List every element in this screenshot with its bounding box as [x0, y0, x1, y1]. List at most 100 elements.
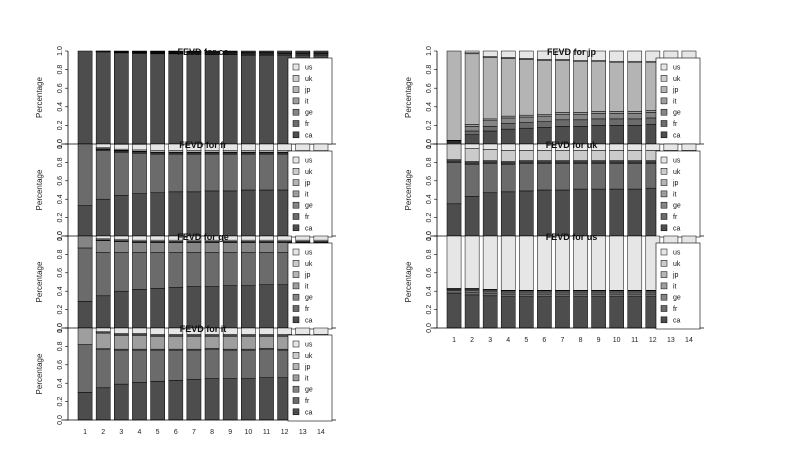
bar-segment-ca	[446, 203, 462, 237]
bar-segment-ca	[132, 53, 147, 145]
y-tick-label: 0.4	[57, 286, 64, 296]
bar-segment-jp	[537, 60, 552, 115]
legend-swatch-fr	[292, 397, 300, 404]
y-axis-label: Percentage	[35, 353, 44, 394]
bar-segment-ge	[168, 242, 184, 253]
x-tick-label: 12	[281, 429, 289, 436]
panel-title: FEVD for jp	[547, 47, 597, 57]
bar-segment-fr	[482, 163, 498, 194]
legend-label-ge: ge	[305, 110, 313, 117]
bar-segment-fr	[500, 123, 516, 130]
bar-segment-us	[627, 50, 643, 62]
bar-segment-fr	[627, 293, 643, 297]
bar-segment-ca	[259, 189, 274, 237]
bar-segment-us	[241, 327, 256, 335]
bar-segment-ca	[95, 198, 111, 237]
bar-segment-us	[114, 327, 129, 334]
legend-label-jp: jp	[672, 87, 679, 94]
y-tick-label: 0.6	[426, 176, 433, 186]
bar-segment-ca	[77, 392, 93, 421]
legend-swatch-ca	[660, 316, 668, 324]
bar-segment-us	[114, 235, 129, 240]
bar-segment-ca	[77, 205, 93, 237]
legend-label-ge: ge	[305, 387, 313, 394]
bar-segment-ca	[186, 191, 202, 237]
y-axis-label: Percentage	[35, 76, 44, 117]
legend-swatch-fr	[660, 213, 668, 220]
legend-swatch-ca	[292, 224, 300, 232]
bar-segment-us	[150, 235, 165, 241]
bar-segment-us	[627, 143, 643, 151]
y-tick-label: 0.4	[426, 194, 433, 204]
bar-segment-ca	[627, 296, 643, 329]
bar-segment-fr	[259, 348, 274, 378]
bar-segment-ca	[241, 378, 256, 421]
bar-segment-it	[186, 336, 202, 350]
y-tick-label: 0.8	[57, 341, 64, 351]
legend-swatch-ge	[292, 108, 300, 116]
legend-swatch-ca	[660, 224, 668, 232]
legend-label-ge: ge	[673, 203, 681, 210]
legend-label-fr: fr	[305, 398, 310, 405]
y-tick-label: 0.8	[426, 249, 433, 259]
bar-segment-ca	[186, 379, 202, 421]
bar-segment-it	[537, 113, 552, 117]
bar-segment-us	[95, 143, 111, 148]
y-tick-label: 0.0	[57, 415, 64, 425]
bar-segment-it	[555, 112, 570, 115]
bar-segment-it	[95, 332, 111, 349]
y-tick-label: 0.0	[426, 139, 433, 149]
bar-segment-fr	[537, 163, 552, 191]
legend-label-uk: uk	[305, 261, 313, 268]
legend-swatch-it	[292, 374, 300, 382]
bar-segment-jp	[519, 59, 534, 116]
bar-segment-ca	[222, 378, 238, 421]
bar-segment-ca	[519, 296, 534, 329]
bar-segment-jp	[482, 57, 498, 120]
bar-segment-fr	[627, 118, 643, 126]
legend-swatch-jp	[292, 179, 300, 186]
bar-segment-it	[241, 336, 256, 350]
legend-label-uk: uk	[673, 76, 681, 83]
bar-segment-fr	[204, 252, 220, 287]
bar-segment-ca	[609, 188, 624, 237]
legend-label-it: it	[673, 191, 677, 198]
bar-segment-ca	[168, 380, 184, 421]
bar-segment-us	[241, 235, 256, 241]
bar-segment-us	[537, 235, 552, 291]
bar-segment-us	[313, 143, 329, 151]
bar-segment-fr	[609, 163, 624, 190]
bar-segment-ca	[241, 54, 256, 145]
legend-swatch-ge	[292, 201, 300, 209]
bar-segment-it	[222, 336, 238, 350]
bar-segment-fr	[114, 252, 129, 292]
bar-segment-ca	[482, 130, 498, 145]
bar-segment-ca	[609, 125, 624, 145]
y-tick-label: 0.8	[426, 157, 433, 167]
bar-segment-ca	[150, 381, 165, 421]
bar-segment-fr	[186, 252, 202, 287]
bar-segment-fr	[241, 252, 256, 286]
legend-label-ge: ge	[305, 203, 313, 210]
y-tick-label: 0.0	[426, 231, 433, 241]
bar-segment-ge	[241, 242, 256, 253]
bar-segment-ge	[114, 241, 129, 253]
bar-segment-it	[259, 336, 274, 349]
legend-label-jp: jp	[672, 180, 679, 187]
bar-segment-fr	[241, 153, 256, 191]
bar-segment-fr	[77, 247, 93, 302]
legend-swatch-uk	[660, 260, 668, 267]
x-tick-label: 1	[83, 429, 87, 436]
bar-segment-ca	[464, 196, 480, 237]
bar-segment-us	[519, 143, 534, 151]
bar-segment-fr	[186, 349, 202, 380]
fevd-panel: 0.0 0.2 0.4 0.6 0.8 1.0 Percentage FEVD for it 1…	[35, 323, 336, 436]
x-tick-label: 3	[488, 337, 492, 344]
fevd-panel: 0.0 0.2 0.4 0.6 0.8 1.0 Percentage FEVD for ge u…	[35, 231, 336, 333]
bar-segment-jp	[591, 60, 606, 112]
bar-segment-ca	[204, 286, 220, 329]
bar-segment-us	[150, 143, 165, 151]
bar-segment-it	[77, 327, 93, 345]
bar-segment-fr	[573, 163, 588, 190]
bar-segment-fr	[537, 121, 552, 128]
